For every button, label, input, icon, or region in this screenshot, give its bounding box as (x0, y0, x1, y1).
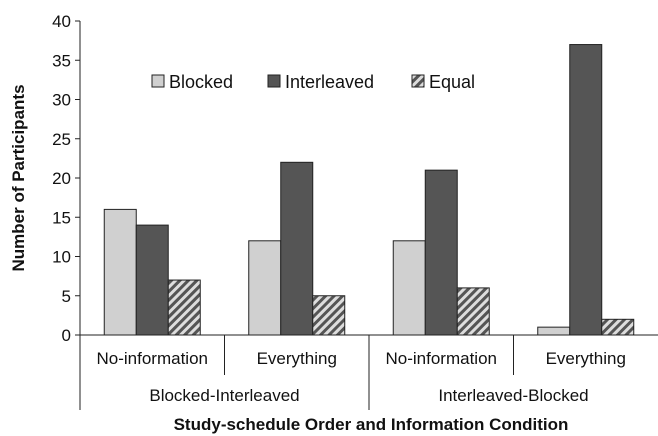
bar-blocked-3 (537, 326, 571, 336)
bar-interleaved-1 (280, 161, 314, 336)
y-tick-label: 15 (52, 208, 71, 227)
group-label: Blocked-Interleaved (149, 386, 299, 405)
group-labels: Blocked-Interleaved Interleaved-Blocked (149, 386, 588, 405)
bar-equal-2 (456, 287, 490, 336)
y-tick-label: 0 (62, 326, 71, 345)
legend-label-blocked: Blocked (169, 72, 233, 92)
bar-blocked-1 (248, 240, 282, 336)
y-tick-label: 40 (52, 12, 71, 31)
legend-swatch-blocked (151, 74, 165, 88)
category-label: No-information (97, 349, 209, 368)
bars (103, 44, 635, 336)
y-tick-label: 30 (52, 91, 71, 110)
bar-equal-3 (601, 318, 635, 336)
y-tick-label: 25 (52, 130, 71, 149)
bar-blocked-0 (103, 208, 137, 336)
y-tick-labels: 0 5 10 15 20 25 30 35 40 (52, 12, 71, 345)
group-label: Interleaved-Blocked (438, 386, 588, 405)
bar-equal-0 (167, 279, 201, 336)
legend-label-interleaved: Interleaved (285, 72, 374, 92)
legend: Blocked Interleaved Equal (151, 72, 475, 92)
category-labels: No-information Everything No-information Ev… (97, 349, 626, 368)
legend-swatch-interleaved (267, 74, 281, 88)
bar-interleaved-0 (135, 224, 169, 336)
bar-blocked-2 (392, 240, 426, 336)
legend-swatch-equal (411, 74, 425, 88)
legend-label-equal: Equal (429, 72, 475, 92)
category-label: No-information (386, 349, 498, 368)
category-label: Everything (257, 349, 337, 368)
y-axis-title: Number of Participants (9, 84, 28, 271)
y-tick-label: 35 (52, 51, 71, 70)
y-tick-label: 5 (62, 287, 71, 306)
y-tick-label: 20 (52, 169, 71, 188)
bar-interleaved-3 (569, 44, 603, 336)
bar-equal-1 (312, 295, 346, 336)
category-label: Everything (546, 349, 626, 368)
x-axis-title: Study-schedule Order and Information Con… (174, 415, 569, 434)
bar-interleaved-2 (424, 169, 458, 336)
y-tick-label: 10 (52, 248, 71, 267)
